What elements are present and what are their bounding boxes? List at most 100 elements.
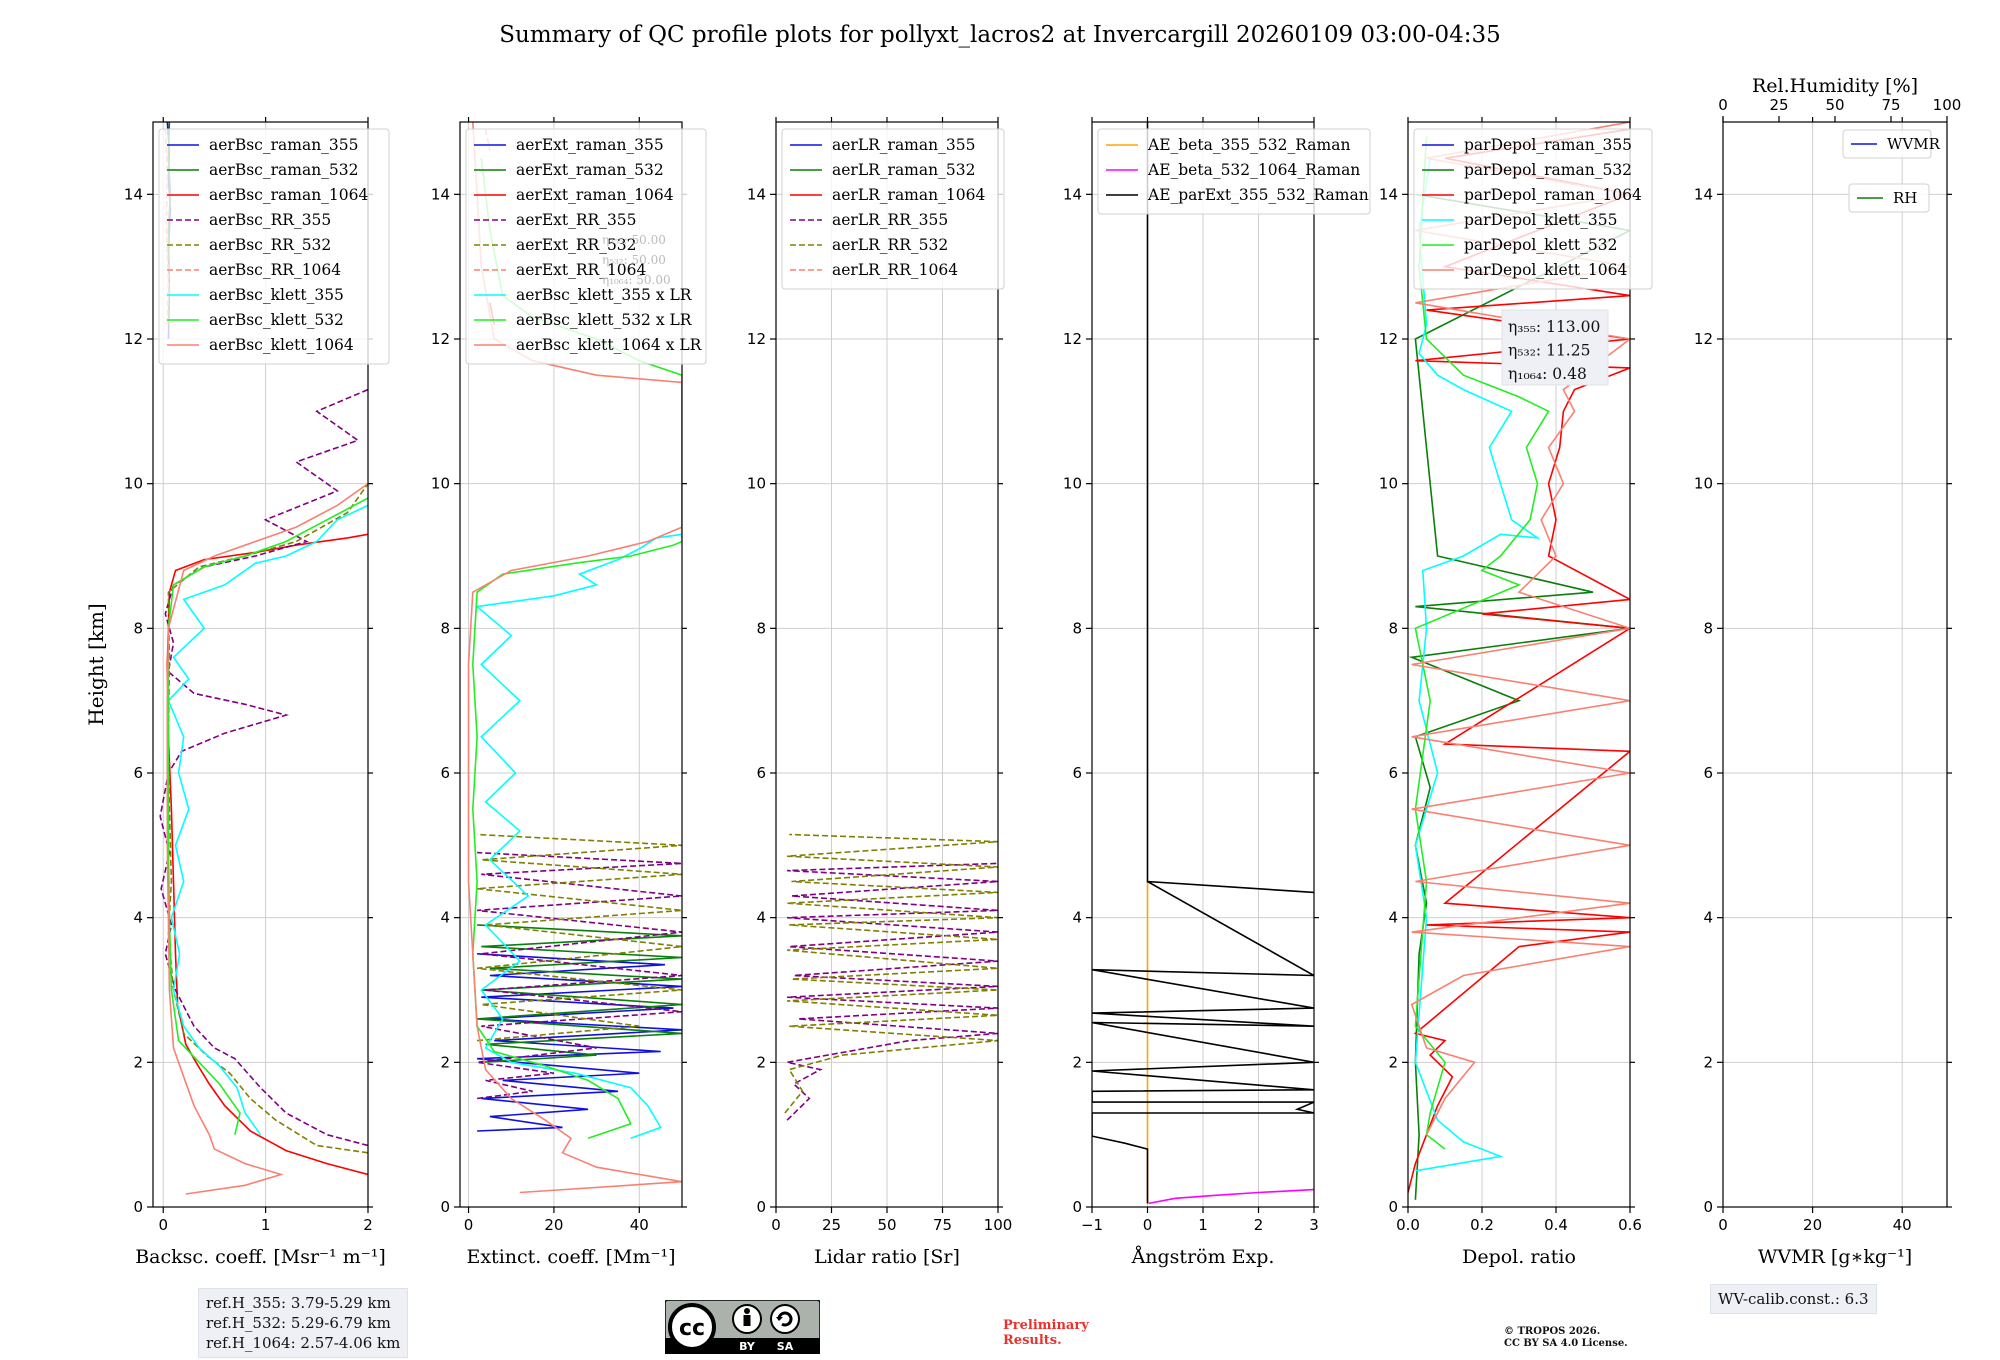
panel-wvmr: 0 20 40 0 2 4 6 8 10 12 14 WVMR [g∗kg⁻¹] 0 25 50 75 100 R… (1694, 75, 1961, 1268)
ref-heights-box: ref.H_355: 3.79-5.29 km ref.H_532: 5.29-… (198, 1288, 409, 1358)
series-line-pardepol-klett-1064 (1410, 122, 1630, 1136)
x-tick-label: 0 (1143, 1216, 1153, 1234)
cc-by-text: BY (739, 1340, 756, 1353)
series-group (784, 833, 998, 1121)
annotation-text: η₁₀₆₄: 50.00 (602, 273, 671, 287)
series-line-aerlr-rr-532 (784, 833, 998, 1114)
y-tick-label: 2 (1388, 1053, 1398, 1071)
series-line-aerext-raman-355 (477, 953, 682, 1132)
ref-height-532: ref.H_532: 5.29-6.79 km (206, 1314, 391, 1332)
y-tick-label: 4 (756, 909, 766, 927)
panel-lidar_ratio: 0 25 50 75 100 0 2 4 6 8 10 12 14 Lidar ratio [Sr] aer… (747, 117, 1012, 1268)
y-tick-label: 10 (1379, 475, 1398, 493)
x-tick-label: 20 (1803, 1216, 1822, 1234)
x-tick-label: 0.6 (1618, 1216, 1642, 1234)
annotation-text: η₁₀₆₄: 0.48 (1508, 365, 1587, 383)
legend-label: parDepol_klett_355 (1464, 211, 1617, 229)
series-line-aerbsc-klett-355-x-lr (475, 533, 682, 1140)
x-tick-label: 0 (464, 1216, 474, 1234)
y-tick-label: 0 (440, 1198, 450, 1216)
x-tick-label: 0 (158, 1216, 168, 1234)
series-line-aerbsc-klett-532 (167, 497, 368, 1135)
y-tick-label: 14 (124, 185, 143, 203)
axes-frame (1407, 121, 1631, 1208)
legend-label: aerBsc_klett_355 x LR (516, 286, 693, 304)
y-tick-label: 4 (1072, 909, 1082, 927)
preliminary-note: Preliminary Results. (1003, 1318, 1089, 1348)
legend-label: aerBsc_klett_1064 (209, 336, 354, 354)
legend-label: aerBsc_raman_355 (209, 136, 359, 154)
legend-label: aerLR_RR_355 (832, 211, 948, 229)
series-line-aerbsc-raman-1064 (166, 533, 368, 1176)
legend-label: AE_beta_532_1064_Raman (1147, 161, 1360, 179)
preliminary-line-1: Preliminary (1003, 1318, 1089, 1333)
series-line-aerbsc-klett-355 (167, 504, 368, 1136)
series-group (1092, 122, 1314, 1205)
panel-depol: 0.0 0.2 0.4 0.6 0 2 4 6 8 10 12 14 Depol. ratio parDe… (1379, 117, 1653, 1268)
series-line-ae-parext-355-532-raman (1092, 122, 1314, 1204)
x-tick-label: 0.4 (1544, 1216, 1568, 1234)
series-line-pardepol-klett-355 (1414, 158, 1541, 1172)
license-line-1: © TROPOS 2026. (1504, 1326, 1601, 1337)
legend-label: aerBsc_RR_355 (209, 211, 331, 229)
legend-box (1848, 183, 1930, 213)
y-tick-label: 4 (1388, 909, 1398, 927)
y-tick-label: 14 (431, 185, 450, 203)
x-axis-label: Ångström Exp. (1131, 1246, 1275, 1268)
axes-frame (1722, 121, 1948, 1208)
x-tick-label: 3 (1309, 1216, 1319, 1234)
y-tick-label: 0 (1703, 1198, 1713, 1216)
x-axis-label: WVMR [g∗kg⁻¹] (1758, 1246, 1912, 1268)
legend-box (158, 128, 390, 365)
x-tick-label: 2 (1254, 1216, 1264, 1234)
legend-label: aerExt_RR_355 (516, 211, 637, 229)
figure-title: Summary of QC profile plots for pollyxt_… (499, 22, 1501, 48)
axes-frame (152, 121, 369, 1208)
y-tick-label: 8 (1703, 619, 1713, 637)
legend-label: AE_parExt_355_532_Raman (1147, 186, 1369, 204)
x-tick-label: 40 (1893, 1216, 1912, 1234)
x-tick-label: 1 (261, 1216, 271, 1234)
series-line-aerbsc-rr-355 (159, 388, 368, 1147)
legend-box (1097, 128, 1371, 215)
legend-label: aerLR_RR_1064 (832, 261, 958, 279)
series-line-aerbsc-klett-1064 (166, 483, 368, 1195)
y-tick-label: 4 (440, 909, 450, 927)
x-tick-label: 75 (933, 1216, 952, 1234)
legend-label: WVMR (1887, 135, 1941, 153)
legend-label: parDepol_raman_1064 (1464, 186, 1642, 204)
axes-frame (459, 121, 683, 1208)
legend-label: parDepol_klett_532 (1464, 236, 1617, 254)
wv-calib-box: WV-calib.const.: 6.3 (1710, 1284, 1877, 1314)
legend-label: RH (1893, 189, 1917, 207)
x-axis-label: Lidar ratio [Sr] (814, 1246, 960, 1268)
license-line-2: CC BY SA 4.0 License. (1504, 1338, 1628, 1349)
annotation-box (1501, 309, 1609, 386)
legend-label: aerLR_RR_532 (832, 236, 948, 254)
legend-label: aerBsc_klett_532 x LR (516, 311, 693, 329)
x-axis-label: Extinct. coeff. [Mm⁻¹] (466, 1246, 675, 1268)
y-tick-label: 12 (1379, 330, 1398, 348)
x-tick-label: 40 (630, 1216, 649, 1234)
legend-label: aerBsc_RR_1064 (209, 261, 341, 279)
legend-label: aerExt_RR_532 (516, 236, 637, 254)
legend-box (465, 128, 707, 365)
ref-height-355: ref.H_355: 3.79-5.29 km (206, 1294, 391, 1312)
y-tick-label: 12 (124, 330, 143, 348)
y-tick-label: 2 (1072, 1053, 1082, 1071)
y-tick-label: 10 (124, 475, 143, 493)
legend-label: aerLR_raman_532 (832, 161, 975, 179)
cc-sa-text: SA (777, 1340, 794, 1353)
legend-label: parDepol_klett_1064 (1464, 261, 1627, 279)
y-tick-label: 4 (1703, 909, 1713, 927)
y-tick-label: 6 (440, 764, 450, 782)
y-tick-label: 8 (133, 619, 143, 637)
y-tick-label: 6 (1388, 764, 1398, 782)
x-tick-label: 0.2 (1470, 1216, 1494, 1234)
legend-box (1842, 129, 1932, 159)
panel-extinction: 0 20 40 0 2 4 6 8 10 12 14 Extinct. coeff. [Mm⁻¹] ae… (431, 117, 707, 1268)
annotation-text: η₅₃₂: 50.00 (602, 253, 666, 267)
series-line-ae-beta-532-1064-raman (1148, 1188, 1314, 1205)
